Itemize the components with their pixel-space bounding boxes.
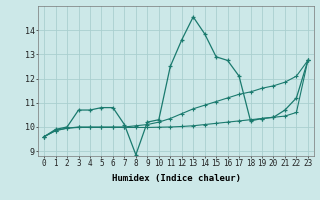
X-axis label: Humidex (Indice chaleur): Humidex (Indice chaleur) (111, 174, 241, 183)
